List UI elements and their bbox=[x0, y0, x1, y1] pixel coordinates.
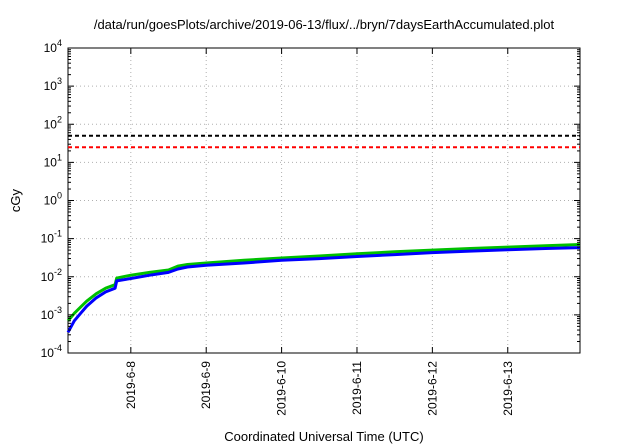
x-tick-label: 2019-6-8 bbox=[124, 361, 138, 409]
x-axis-label: Coordinated Universal Time (UTC) bbox=[224, 429, 423, 444]
y-tick-label: 101 bbox=[44, 152, 62, 169]
y-axis-label: cGy bbox=[8, 188, 23, 212]
series-group bbox=[66, 243, 581, 334]
y-tick-label: 103 bbox=[44, 76, 62, 93]
x-tick-label: 2019-6-9 bbox=[199, 361, 213, 409]
y-tick-label: 10-1 bbox=[41, 229, 62, 246]
series-line-2 bbox=[66, 246, 581, 334]
y-tick-label: 10-4 bbox=[41, 343, 62, 360]
x-tick-label: 2019-6-12 bbox=[425, 361, 439, 416]
y-tick-label: 104 bbox=[44, 38, 62, 55]
y-tick-label: 10-2 bbox=[41, 267, 62, 284]
x-axis-ticks: 2019-6-8 2019-6-9 2019-6-10 2019-6-11 2019-6… bbox=[124, 48, 515, 416]
threshold-lines bbox=[68, 134, 580, 149]
y-tick-label: 100 bbox=[44, 191, 62, 208]
x-tick-label: 2019-6-10 bbox=[275, 361, 289, 416]
grid-lines bbox=[68, 48, 580, 353]
chart-title: /data/run/goesPlots/archive/2019-06-13/f… bbox=[94, 17, 555, 32]
y-tick-label: 10-3 bbox=[41, 305, 62, 322]
y-axis-ticks: 10-4 10-3 10-2 10-1 100 101 102 103 104 bbox=[41, 38, 580, 360]
series-line-1 bbox=[66, 243, 581, 322]
y-tick-label: 102 bbox=[44, 114, 62, 131]
x-tick-label: 2019-6-11 bbox=[350, 361, 364, 415]
x-tick-label: 2019-6-13 bbox=[501, 361, 515, 416]
